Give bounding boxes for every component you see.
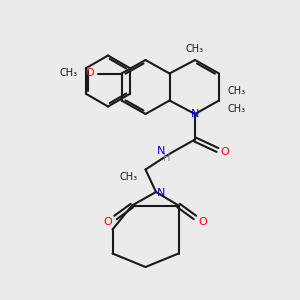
Text: N: N (191, 109, 199, 119)
Text: CH₃: CH₃ (120, 172, 138, 182)
Text: CH₃: CH₃ (60, 68, 78, 79)
Text: N: N (157, 146, 166, 157)
Text: O: O (85, 68, 94, 79)
Text: N: N (157, 188, 166, 199)
Text: CH₃: CH₃ (228, 86, 246, 97)
Text: O: O (220, 147, 230, 158)
Text: CH₃: CH₃ (186, 44, 204, 55)
Text: O: O (103, 217, 112, 227)
Text: H: H (163, 153, 170, 164)
Text: O: O (198, 217, 207, 227)
Text: CH₃: CH₃ (228, 104, 246, 115)
